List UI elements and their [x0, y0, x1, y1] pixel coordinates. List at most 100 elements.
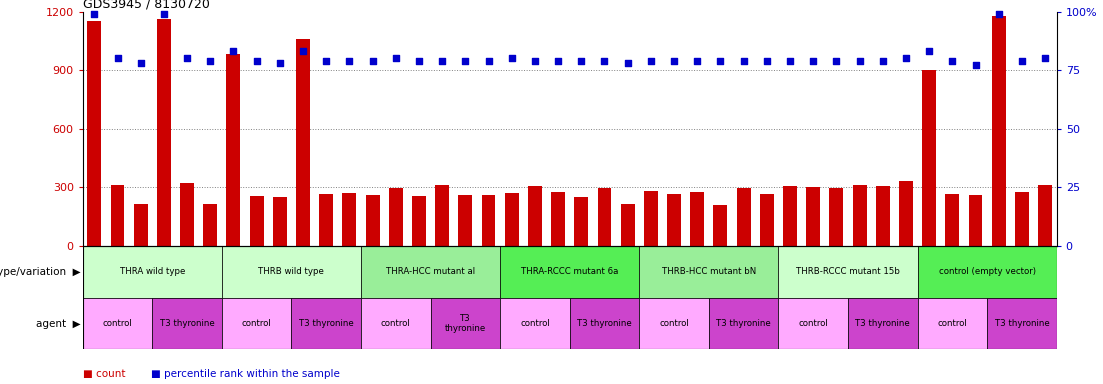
- Bar: [667, 194, 681, 246]
- Point: [850, 58, 868, 64]
- Point: [156, 11, 173, 17]
- Bar: [709, 298, 779, 349]
- Bar: [528, 186, 542, 246]
- Bar: [83, 246, 1057, 384]
- Point: [364, 58, 382, 64]
- Point: [804, 58, 822, 64]
- Point: [897, 55, 914, 61]
- Text: control: control: [381, 319, 410, 328]
- Text: control: control: [520, 319, 549, 328]
- Bar: [714, 205, 727, 246]
- Bar: [829, 188, 844, 246]
- Bar: [83, 298, 152, 349]
- Bar: [899, 181, 913, 246]
- Bar: [992, 17, 1006, 246]
- Text: T3 thyronine: T3 thyronine: [856, 319, 910, 328]
- Point: [827, 58, 845, 64]
- Bar: [848, 298, 918, 349]
- Bar: [222, 298, 291, 349]
- Text: THRB wild type: THRB wild type: [258, 267, 324, 276]
- Bar: [203, 204, 217, 246]
- Text: THRA-HCC mutant al: THRA-HCC mutant al: [386, 267, 475, 276]
- Bar: [876, 186, 890, 246]
- Point: [920, 48, 938, 55]
- Bar: [1038, 185, 1052, 246]
- Bar: [482, 195, 495, 246]
- Bar: [500, 298, 569, 349]
- Point: [433, 58, 451, 64]
- Bar: [575, 197, 588, 246]
- Point: [503, 55, 521, 61]
- Text: T3 thyronine: T3 thyronine: [995, 319, 1049, 328]
- Bar: [569, 298, 640, 349]
- Point: [179, 55, 196, 61]
- Point: [943, 58, 961, 64]
- Point: [202, 58, 219, 64]
- Point: [688, 58, 706, 64]
- Bar: [342, 193, 356, 246]
- Point: [526, 58, 544, 64]
- Bar: [968, 195, 983, 246]
- Text: control (empty vector): control (empty vector): [939, 267, 1036, 276]
- Text: T3 thyronine: T3 thyronine: [160, 319, 214, 328]
- Point: [619, 60, 636, 66]
- Bar: [783, 186, 797, 246]
- Bar: [760, 194, 774, 246]
- Bar: [853, 185, 867, 246]
- Text: T3
thyronine: T3 thyronine: [445, 314, 486, 333]
- Bar: [918, 298, 987, 349]
- Point: [457, 58, 474, 64]
- Bar: [152, 298, 222, 349]
- Bar: [640, 298, 709, 349]
- Bar: [500, 246, 640, 298]
- Point: [1013, 58, 1030, 64]
- Point: [711, 58, 729, 64]
- Bar: [87, 21, 101, 246]
- Point: [989, 11, 1007, 17]
- Bar: [296, 39, 310, 246]
- Text: THRA-RCCC mutant 6a: THRA-RCCC mutant 6a: [521, 267, 619, 276]
- Point: [596, 58, 613, 64]
- Point: [248, 58, 266, 64]
- Point: [758, 58, 775, 64]
- Point: [387, 55, 405, 61]
- Bar: [157, 19, 171, 246]
- Point: [86, 11, 104, 17]
- Text: THRA wild type: THRA wild type: [119, 267, 185, 276]
- Bar: [779, 298, 848, 349]
- Text: T3 thyronine: T3 thyronine: [577, 319, 632, 328]
- Text: control: control: [799, 319, 828, 328]
- Point: [341, 58, 358, 64]
- Bar: [779, 246, 918, 298]
- Point: [132, 60, 150, 66]
- Point: [966, 62, 984, 68]
- Point: [572, 58, 590, 64]
- Text: ■ count: ■ count: [83, 369, 126, 379]
- Text: agent  ▶: agent ▶: [36, 318, 81, 329]
- Point: [735, 58, 752, 64]
- Point: [874, 58, 891, 64]
- Bar: [110, 185, 125, 246]
- Bar: [83, 246, 222, 298]
- Bar: [430, 298, 500, 349]
- Point: [410, 58, 428, 64]
- Text: control: control: [938, 319, 967, 328]
- Text: control: control: [660, 319, 689, 328]
- Point: [295, 48, 312, 55]
- Bar: [552, 192, 565, 246]
- Bar: [737, 188, 750, 246]
- Bar: [319, 194, 333, 246]
- Text: genotype/variation  ▶: genotype/variation ▶: [0, 266, 81, 277]
- Bar: [505, 193, 518, 246]
- Text: T3 thyronine: T3 thyronine: [299, 319, 354, 328]
- Point: [665, 58, 683, 64]
- Bar: [459, 195, 472, 246]
- Text: THRB-RCCC mutant 15b: THRB-RCCC mutant 15b: [796, 267, 900, 276]
- Text: control: control: [242, 319, 271, 328]
- Bar: [945, 194, 960, 246]
- Bar: [365, 195, 379, 246]
- Point: [318, 58, 335, 64]
- Bar: [640, 246, 779, 298]
- Bar: [690, 192, 704, 246]
- Point: [109, 55, 127, 61]
